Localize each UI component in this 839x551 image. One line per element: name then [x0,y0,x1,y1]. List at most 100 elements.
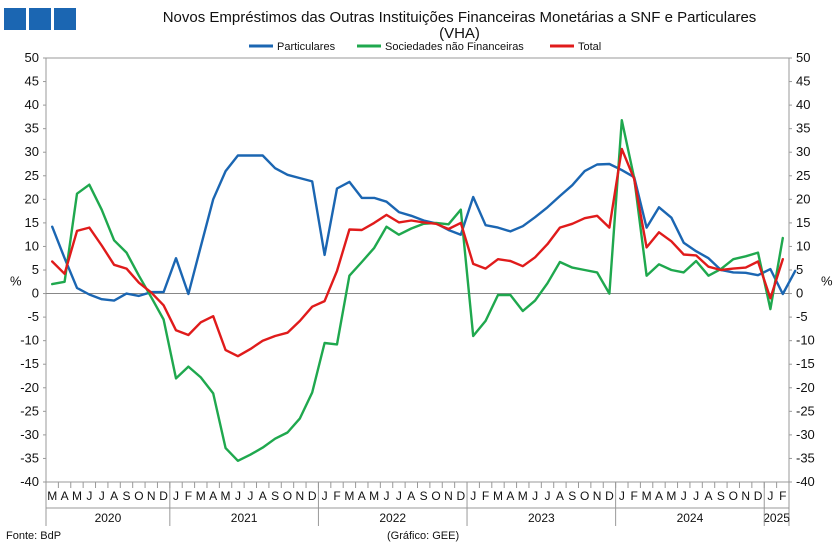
x-tick-label-month: A [506,489,514,503]
y-tick-label-right: 20 [796,191,810,206]
x-tick-label-month: J [693,489,699,503]
x-tick-label-month: M [344,489,354,503]
y-tick-label-right: 10 [796,238,810,253]
x-tick-label-month: M [493,489,503,503]
y-tick-label-right: -25 [796,403,815,418]
x-tick-label-month: N [741,489,750,503]
y-tick-label-left: 25 [25,168,39,183]
x-tick-label-month: J [322,489,328,503]
x-tick-label-month: O [283,489,292,503]
chart-title: Novos Empréstimos das Outras Instituiçõe… [80,10,839,42]
legend-label: Sociedades não Financeiras [385,41,524,53]
y-tick-label-right: -30 [796,427,815,442]
x-tick-label-month: J [86,489,92,503]
x-tick-label-month: A [209,489,217,503]
x-tick-label-month: M [518,489,528,503]
x-tick-label-month: F [482,489,489,503]
logo-square [29,8,51,30]
y-tick-label-left: 40 [25,97,39,112]
x-tick-label-month: O [431,489,440,503]
y-tick-label-right: 45 [796,74,810,89]
y-tick-label-left: 30 [25,144,39,159]
y-tick-label-right: -35 [796,450,815,465]
y-tick-label-right: 0 [796,286,803,301]
x-tick-label-month: O [580,489,589,503]
x-tick-label-month: D [754,489,763,503]
x-tick-label-month: O [729,489,738,503]
x-tick-label-month: D [605,489,614,503]
x-tick-label-month: J [619,489,625,503]
x-tick-label-month: J [247,489,253,503]
y-tick-label-left: 10 [25,238,39,253]
x-tick-label-month: D [159,489,168,503]
x-tick-label-month: J [470,489,476,503]
x-tick-label-month: A [61,489,69,503]
y-tick-label-left: -40 [20,474,39,489]
x-tick-label-month: F [333,489,340,503]
y-tick-label-right: 15 [796,215,810,230]
source-note: Fonte: BdP [6,530,62,542]
x-tick-label-year: 2020 [95,511,122,525]
x-tick-label-month: N [147,489,156,503]
y-tick-label-left: -35 [20,450,39,465]
y-tick-label-left: 45 [25,74,39,89]
x-tick-label-year: 2022 [379,511,406,525]
x-tick-label-month: M [642,489,652,503]
y-tick-label-right: -15 [796,356,815,371]
y-tick-label-right: -5 [796,309,808,324]
y-tick-label-left: -15 [20,356,39,371]
x-tick-label-month: J [235,489,241,503]
x-tick-label-month: S [122,489,130,503]
x-tick-label-month: S [271,489,279,503]
y-tick-label-left: -30 [20,427,39,442]
y-axis-label-left: % [10,274,22,289]
y-tick-label-left: -20 [20,380,39,395]
y-tick-label-right: 40 [796,97,810,112]
x-tick-label-month: F [631,489,638,503]
y-tick-label-left: -10 [20,333,39,348]
x-tick-label-month: S [717,489,725,503]
y-tick-label-left: 15 [25,215,39,230]
series-line-sociedades-nao-financeiras [51,118,784,462]
x-tick-label-month: J [173,489,179,503]
x-tick-label-month: M [72,489,82,503]
y-tick-label-left: 35 [25,121,39,136]
legend-label: Particulares [277,41,336,53]
y-tick-label-left: 5 [32,262,39,277]
y-tick-label-right: 50 [796,50,810,65]
y-tick-label-right: -20 [796,380,815,395]
y-tick-label-right: 35 [796,121,810,136]
x-tick-label-month: M [196,489,206,503]
x-tick-label-month: J [681,489,687,503]
x-tick-label-month: A [259,489,267,503]
x-tick-label-month: J [396,489,402,503]
x-tick-label-month: J [545,489,551,503]
x-tick-label-month: A [407,489,415,503]
x-tick-label-month: F [779,489,786,503]
y-tick-label-right: -40 [796,474,815,489]
chart-subtitle: (VHA) [439,25,480,42]
chart-title-text: Novos Empréstimos das Outras Instituiçõe… [162,9,757,26]
gee-logo [4,8,76,30]
credit-note: (Gráfico: GEE) [387,530,460,542]
x-tick-label-month: N [593,489,602,503]
x-tick-label-month: N [296,489,305,503]
legend-label: Total [578,41,601,53]
y-tick-label-left: 50 [25,50,39,65]
x-tick-label-month: N [444,489,453,503]
x-tick-label-month: S [420,489,428,503]
x-tick-label-month: A [705,489,713,503]
x-tick-label-year: 2025 [763,511,790,525]
y-tick-label-left: 20 [25,191,39,206]
y-tick-label-left: 0 [32,286,39,301]
x-tick-label-month: J [99,489,105,503]
x-tick-label-month: M [221,489,231,503]
x-tick-label-year: 2024 [677,511,704,525]
x-tick-label-month: F [185,489,192,503]
x-tick-label-month: J [767,489,773,503]
y-tick-label-right: 30 [796,144,810,159]
y-tick-label-left: -25 [20,403,39,418]
y-axis-label-right: % [821,274,833,289]
x-tick-label-year: 2023 [528,511,555,525]
